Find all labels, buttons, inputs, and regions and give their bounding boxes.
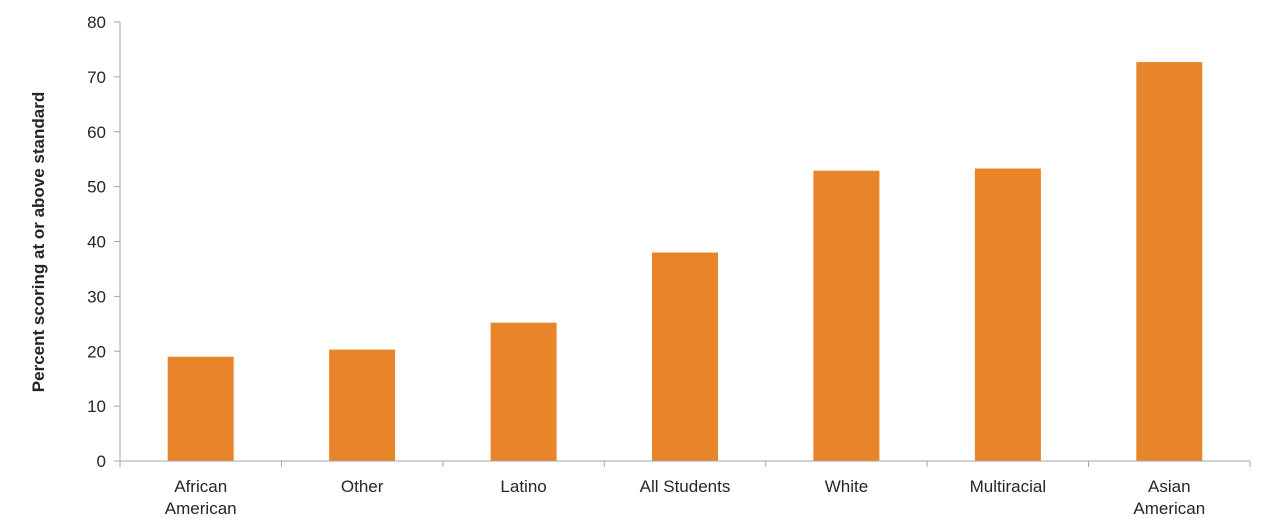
y-tick-label: 40 bbox=[87, 233, 106, 252]
bars-group bbox=[167, 62, 1203, 461]
bar bbox=[329, 349, 396, 461]
x-tick-label: All Students bbox=[640, 477, 731, 496]
y-axis-title: Percent scoring at or above standard bbox=[29, 92, 48, 392]
x-tick-label: Multiracial bbox=[970, 477, 1047, 496]
y-tick-label: 30 bbox=[87, 287, 106, 306]
x-tick-label-line: Latino bbox=[500, 477, 546, 496]
bar bbox=[813, 170, 880, 461]
bar bbox=[974, 168, 1041, 461]
bar bbox=[490, 322, 557, 461]
y-tick-label: 50 bbox=[87, 178, 106, 197]
x-tick-label-line: Multiracial bbox=[970, 477, 1047, 496]
y-tick-label: 10 bbox=[87, 397, 106, 416]
axes-group: 0 10 20 30 40 50 60 70 80 African American Other Lat… bbox=[87, 13, 1251, 518]
x-tick-label-line: Asian bbox=[1148, 477, 1191, 496]
y-tick-label: 20 bbox=[87, 342, 106, 361]
x-tick-label: Asian American bbox=[1133, 477, 1205, 518]
x-tick-label-line: All Students bbox=[640, 477, 731, 496]
x-tick-label-line: American bbox=[1133, 499, 1205, 518]
y-tick-label: 80 bbox=[87, 13, 106, 32]
x-tick-label-line: African bbox=[174, 477, 227, 496]
x-tick-label-line: Other bbox=[341, 477, 384, 496]
y-tick-label: 0 bbox=[97, 452, 106, 471]
bar bbox=[1136, 62, 1203, 461]
x-tick-label: White bbox=[825, 477, 868, 496]
x-tick-label-line: American bbox=[165, 499, 237, 518]
y-tick-label: 70 bbox=[87, 68, 106, 87]
bar bbox=[652, 252, 718, 461]
x-tick-label: Latino bbox=[500, 477, 546, 496]
x-tick-label: Other bbox=[341, 477, 384, 496]
y-tick-label: 60 bbox=[87, 123, 106, 142]
x-tick-label-line: White bbox=[825, 477, 868, 496]
bar bbox=[167, 356, 234, 461]
x-tick-label: African American bbox=[165, 477, 237, 518]
